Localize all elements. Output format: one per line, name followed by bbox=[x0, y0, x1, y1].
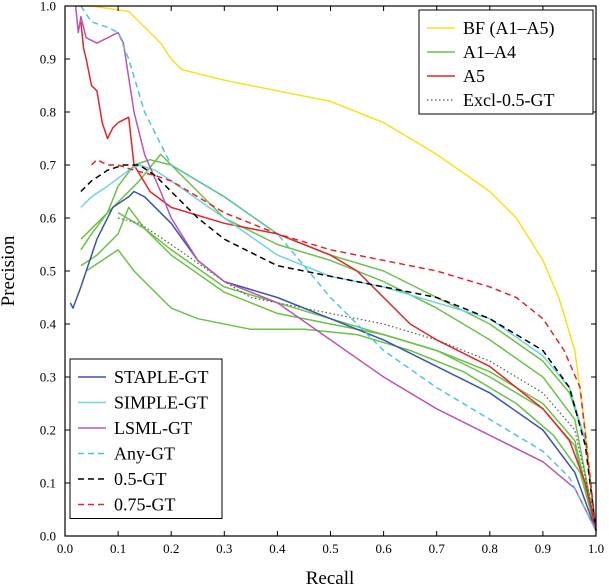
series-line-a1-a4-2 bbox=[80, 153, 597, 531]
y-tick-label: 0.1 bbox=[40, 476, 56, 491]
x-tick-label: 0.6 bbox=[375, 541, 392, 556]
y-tick-label: 0.7 bbox=[40, 158, 57, 173]
x-tick-label: 0.2 bbox=[163, 541, 179, 556]
series-layer bbox=[69, 5, 597, 532]
legend-label: Excl-0.5-GT bbox=[463, 90, 554, 110]
series-line-bf-a1-a5--0 bbox=[75, 5, 597, 531]
y-tick-label: 0.2 bbox=[40, 423, 56, 438]
x-tick-label: 0.0 bbox=[57, 541, 73, 556]
y-tick-label: 0.5 bbox=[40, 264, 56, 279]
series-line-lsml-gt-10 bbox=[74, 5, 597, 532]
y-tick-label: 0.3 bbox=[40, 370, 56, 385]
legend-label: A1–A4 bbox=[463, 42, 516, 62]
series-line-a1-a4-4 bbox=[85, 249, 597, 531]
y-tick-label: 0.6 bbox=[40, 211, 57, 226]
legend-label: BF (A1–A5) bbox=[463, 18, 555, 39]
series-line-0-75-gt-13 bbox=[90, 158, 597, 531]
series-line-any-gt-11 bbox=[80, 5, 597, 532]
legend-label: 0.75-GT bbox=[114, 495, 176, 515]
legend-label: LSML-GT bbox=[114, 418, 192, 438]
series-line-excl-0-5-gt-7 bbox=[117, 217, 597, 526]
legend-label: STAPLE-GT bbox=[114, 367, 209, 387]
x-tick-label: 0.1 bbox=[110, 541, 126, 556]
y-tick-label: 0.0 bbox=[40, 529, 56, 544]
y-tick-label: 0.4 bbox=[40, 317, 57, 332]
x-tick-label: 1.0 bbox=[588, 541, 604, 556]
x-tick-label: 0.3 bbox=[216, 541, 232, 556]
legend-box-bottom-left bbox=[69, 358, 223, 519]
y-tick-label: 0.8 bbox=[40, 105, 56, 120]
legend-label: A5 bbox=[463, 66, 485, 86]
x-tick-label: 0.9 bbox=[535, 541, 551, 556]
y-tick-label: 1.0 bbox=[40, 0, 56, 14]
legend-label: Any-GT bbox=[114, 444, 175, 464]
x-tick-label: 0.5 bbox=[322, 541, 338, 556]
x-tick-label: 0.7 bbox=[429, 541, 446, 556]
x-tick-label: 0.4 bbox=[269, 541, 286, 556]
x-tick-label: 0.8 bbox=[482, 541, 498, 556]
y-tick-label: 0.9 bbox=[40, 52, 56, 67]
series-line-simple-gt-9 bbox=[80, 164, 597, 531]
ticks-layer: 0.0 0.1 0.2 0.3 0.4 0.5 0.6 0.7 0.8 0.9 1.0 0.0 0.1 0… bbox=[40, 0, 604, 556]
series-line-a5-6 bbox=[80, 21, 597, 531]
legend-label: SIMPLE-GT bbox=[114, 393, 208, 413]
legend-label: 0.5-GT bbox=[114, 469, 167, 489]
legend-layer: BF (A1–A5) A1–A4 A5 Excl-0.5-GT STAPLE-GT SIM… bbox=[69, 9, 594, 519]
y-axis-label: Precision bbox=[0, 235, 19, 306]
x-axis-label: Recall bbox=[306, 568, 355, 588]
